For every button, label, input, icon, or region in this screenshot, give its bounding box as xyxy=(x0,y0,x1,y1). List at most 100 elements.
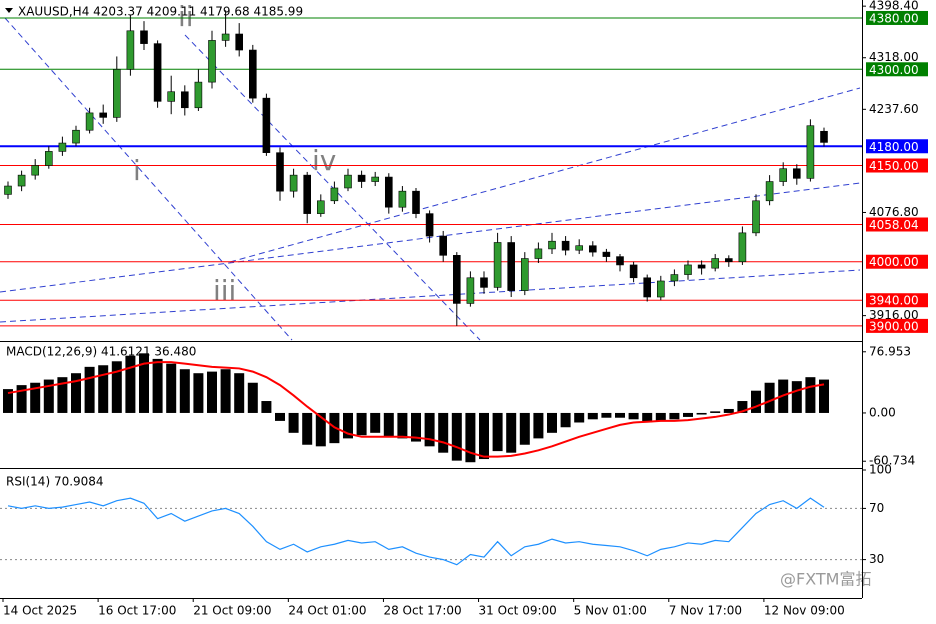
level-label: 3940.00 xyxy=(869,294,919,308)
macd-bar xyxy=(207,371,217,413)
macd-bar xyxy=(438,412,449,453)
candle-body xyxy=(752,200,760,234)
candle-body xyxy=(371,176,380,182)
candle-body xyxy=(4,185,12,195)
macd-bar xyxy=(275,412,285,421)
level-label-box xyxy=(866,10,928,25)
candle-body xyxy=(724,258,733,263)
x-tick-label: 24 Oct 01:00 xyxy=(288,604,366,618)
candle-body xyxy=(276,152,284,192)
y-tick-label: 100 xyxy=(869,463,892,477)
macd-bar xyxy=(139,353,149,413)
macd-title: MACD(12,26,9) 41.6121 36.480 xyxy=(6,345,196,359)
macd-bar xyxy=(791,381,802,413)
macd-bar xyxy=(615,412,625,418)
candle-body xyxy=(616,256,624,266)
candle-body xyxy=(738,232,747,263)
macd-bar xyxy=(451,412,462,461)
macd-bar xyxy=(411,412,421,442)
macd-bar xyxy=(111,361,122,413)
level-label-box xyxy=(866,318,928,333)
trend-line xyxy=(229,87,861,263)
y-tick-label: 4318.00 xyxy=(869,50,919,64)
level-label: 4000.00 xyxy=(869,255,919,269)
macd-bar xyxy=(560,412,571,428)
macd-bar xyxy=(71,373,81,413)
trend-line xyxy=(4,17,293,341)
candle-body xyxy=(561,240,570,251)
candle-body xyxy=(466,277,475,304)
candle-body xyxy=(140,30,148,44)
candle-body xyxy=(221,33,230,41)
candle-body xyxy=(425,213,434,237)
macd-bar xyxy=(506,412,517,453)
macd-bar xyxy=(16,385,27,413)
candle-body xyxy=(153,43,162,102)
candle-body xyxy=(684,264,692,275)
frame xyxy=(0,0,863,599)
y-tick-label: 3916.00 xyxy=(869,308,919,322)
x-tick-label: 7 Nov 17:00 xyxy=(669,604,742,618)
wave-label: ii xyxy=(178,0,194,33)
macd-bar xyxy=(751,390,761,413)
macd-bar xyxy=(125,355,136,413)
wave-label: i xyxy=(133,154,141,187)
candle-body xyxy=(507,242,516,291)
wave-label: iii xyxy=(213,274,236,307)
x-tick-label: 5 Nov 01:00 xyxy=(574,604,647,618)
rsi-title: RSI(14) 70.9084 xyxy=(6,475,104,489)
macd-bar xyxy=(84,366,95,413)
macd-bar xyxy=(315,412,326,447)
candle-body xyxy=(208,40,216,83)
y-tick-label: 4076.80 xyxy=(869,205,919,219)
x-tick-label: 12 Nov 09:00 xyxy=(764,604,845,618)
macd-bar xyxy=(302,412,313,445)
level-label-box xyxy=(866,62,928,77)
macd-bar xyxy=(492,412,503,452)
macd-bar xyxy=(655,412,666,421)
x-tick-label: 28 Oct 17:00 xyxy=(383,604,461,618)
chart-title: XAUUSD,H4 4203.37 4209.11 4179.68 4185.9… xyxy=(18,5,303,19)
rsi-line xyxy=(7,497,825,566)
macd-bar xyxy=(179,369,190,413)
macd-bar xyxy=(479,412,489,460)
candle-body xyxy=(344,174,352,189)
candle-body xyxy=(792,168,801,179)
y-tick-label: 30 xyxy=(869,552,884,566)
candle-body xyxy=(194,81,203,109)
candle-body xyxy=(17,174,26,187)
candle-body xyxy=(316,200,325,214)
macd-bar xyxy=(220,369,231,413)
macd-bar xyxy=(288,412,299,433)
candle-body xyxy=(480,277,488,288)
candle-body xyxy=(629,264,638,279)
macd-bar xyxy=(587,412,598,420)
candle-body xyxy=(262,97,271,153)
y-tick-label: 76.953 xyxy=(869,344,911,358)
macd-bar xyxy=(710,411,721,413)
level-label-box xyxy=(866,139,928,154)
candle-body xyxy=(235,33,243,51)
macd-bar xyxy=(574,412,585,423)
candle-body xyxy=(806,125,815,179)
candle-body xyxy=(575,245,584,251)
candle-body xyxy=(44,151,53,166)
macd-bar xyxy=(547,412,557,433)
macd-bar xyxy=(519,412,530,445)
macd-bar xyxy=(261,401,272,413)
macd-bar xyxy=(193,373,204,413)
macd-bar xyxy=(533,412,544,439)
x-tick-label: 21 Oct 09:00 xyxy=(193,604,271,618)
candle-body xyxy=(588,245,597,253)
y-tick-label: 0.00 xyxy=(869,405,896,419)
candle-body xyxy=(534,248,543,259)
candle-body xyxy=(779,168,788,182)
macd-bar xyxy=(343,412,353,439)
candle-body xyxy=(357,174,366,182)
level-label-box xyxy=(866,254,928,269)
level-label: 3900.00 xyxy=(869,319,919,333)
macd-bar xyxy=(819,379,829,413)
candle-body xyxy=(548,240,556,250)
y-tick-label: -60.734 xyxy=(869,454,915,468)
